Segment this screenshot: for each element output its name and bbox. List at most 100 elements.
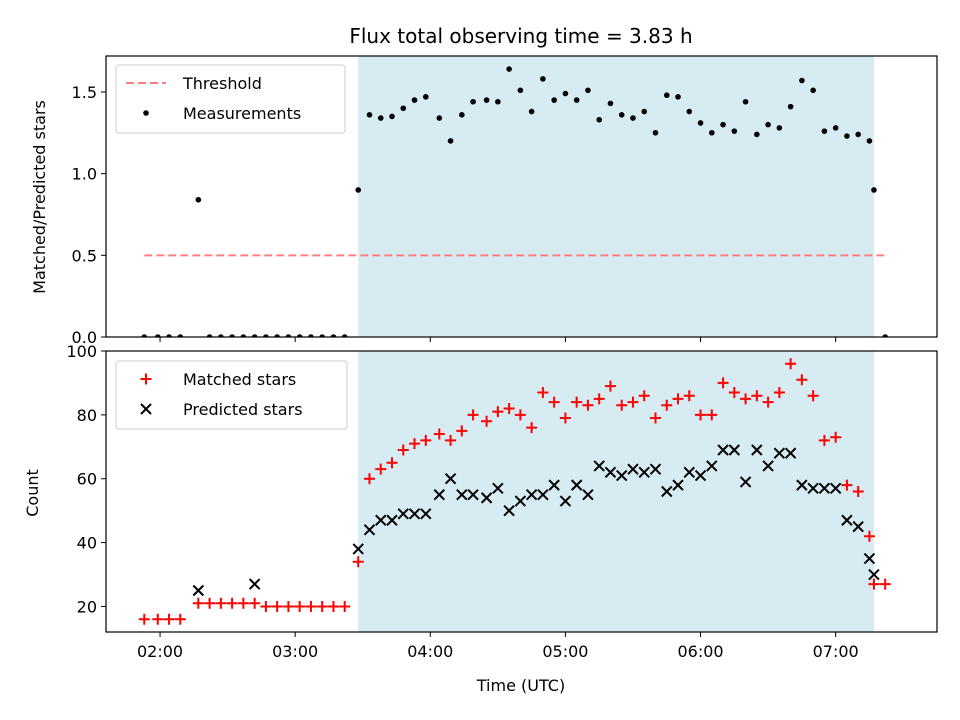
data-point [717, 444, 729, 456]
data-point [503, 504, 515, 517]
data-point [467, 488, 479, 501]
data-point [799, 77, 805, 84]
data-point [818, 482, 831, 495]
data-point [742, 98, 749, 105]
data-point [408, 508, 421, 520]
data-point [675, 94, 681, 100]
data-point [731, 128, 738, 134]
data-point [447, 138, 454, 144]
data-point [852, 520, 864, 533]
data-point [661, 399, 673, 411]
data-point [868, 568, 880, 581]
chart-title: Flux total observing time = 3.83 h [349, 24, 692, 48]
data-point [352, 543, 364, 555]
y-tick-label: 0.5 [72, 246, 97, 265]
data-point [866, 138, 873, 144]
ratio-panel: 0.0 0.5 1.0 1.5 Threshold Measurements [72, 55, 938, 347]
data-point [206, 334, 213, 337]
data-point [661, 485, 673, 498]
data-point [341, 334, 348, 337]
data-point [784, 447, 797, 459]
data-point [852, 486, 864, 497]
data-point [525, 488, 538, 501]
legend-plus-swatch [140, 373, 152, 385]
data-point [433, 488, 446, 501]
x-tick-label: 03:00 [272, 642, 318, 661]
count-panel: 20 40 60 80 100 02:00 03:00 04:00 05:00 06:00 07:0… [66, 342, 938, 661]
data-point [215, 597, 227, 609]
data-point [177, 334, 184, 337]
x-tick-label: 06:00 [677, 642, 723, 661]
data-point [776, 125, 783, 131]
data-point [459, 112, 465, 118]
data-point [683, 466, 695, 479]
data-point [444, 473, 457, 485]
data-point [868, 578, 880, 590]
series-predicted-stars [192, 444, 880, 597]
data-point [641, 108, 648, 115]
data-point [174, 613, 186, 625]
y-tick-label: 80 [77, 406, 97, 425]
data-point [339, 600, 351, 612]
x-tick-label: 05:00 [542, 642, 588, 661]
data-point [571, 396, 583, 408]
axes-frame [105, 350, 938, 633]
data-point [683, 390, 695, 402]
data-point [420, 434, 432, 446]
data-point [375, 463, 387, 475]
data-point [237, 597, 249, 609]
data-point [397, 508, 409, 520]
data-point [829, 482, 842, 495]
data-point [495, 98, 501, 105]
data-point [649, 412, 661, 424]
data-point [649, 463, 662, 475]
data-point [627, 396, 639, 408]
data-point [537, 488, 549, 501]
data-point [537, 387, 549, 399]
data-point [503, 402, 515, 414]
data-point [841, 514, 853, 526]
data-point [355, 187, 362, 193]
data-point [192, 597, 204, 609]
series-measurements [141, 66, 889, 337]
data-point [400, 105, 407, 112]
data-point [863, 530, 875, 542]
top-y-axis-label: Matched/Predicted stars [30, 100, 49, 294]
data-point [548, 396, 560, 408]
data-point [773, 447, 786, 459]
plot-area [141, 56, 889, 337]
y-tick-label: 20 [77, 597, 97, 616]
data-point [694, 469, 707, 482]
axes-frame [105, 55, 938, 338]
data-point [248, 578, 261, 590]
data-point [377, 115, 384, 121]
data-point [787, 103, 794, 110]
data-point [562, 90, 569, 97]
data-point [409, 438, 421, 450]
data-point [456, 425, 468, 437]
data-point [285, 334, 292, 337]
data-point [506, 66, 512, 72]
data-point [855, 131, 861, 138]
data-point [389, 113, 395, 120]
data-point [596, 116, 602, 123]
data-point [706, 409, 718, 421]
data-point [607, 100, 614, 107]
y-tick-label: 1.0 [72, 165, 97, 184]
data-point [697, 120, 704, 126]
legend-x-swatch [140, 403, 152, 415]
data-point [830, 431, 842, 443]
data-point [411, 97, 418, 103]
observing-window-shade [358, 56, 874, 337]
data-point [492, 406, 504, 418]
data-point [728, 444, 741, 456]
data-point [352, 556, 364, 568]
data-point [152, 613, 164, 625]
data-point [871, 187, 877, 193]
data-point [420, 508, 432, 520]
data-point [582, 399, 594, 411]
data-point [663, 92, 670, 99]
legend: Matched stars Predicted stars [115, 360, 348, 430]
data-point [739, 476, 752, 488]
data-point [638, 390, 650, 402]
